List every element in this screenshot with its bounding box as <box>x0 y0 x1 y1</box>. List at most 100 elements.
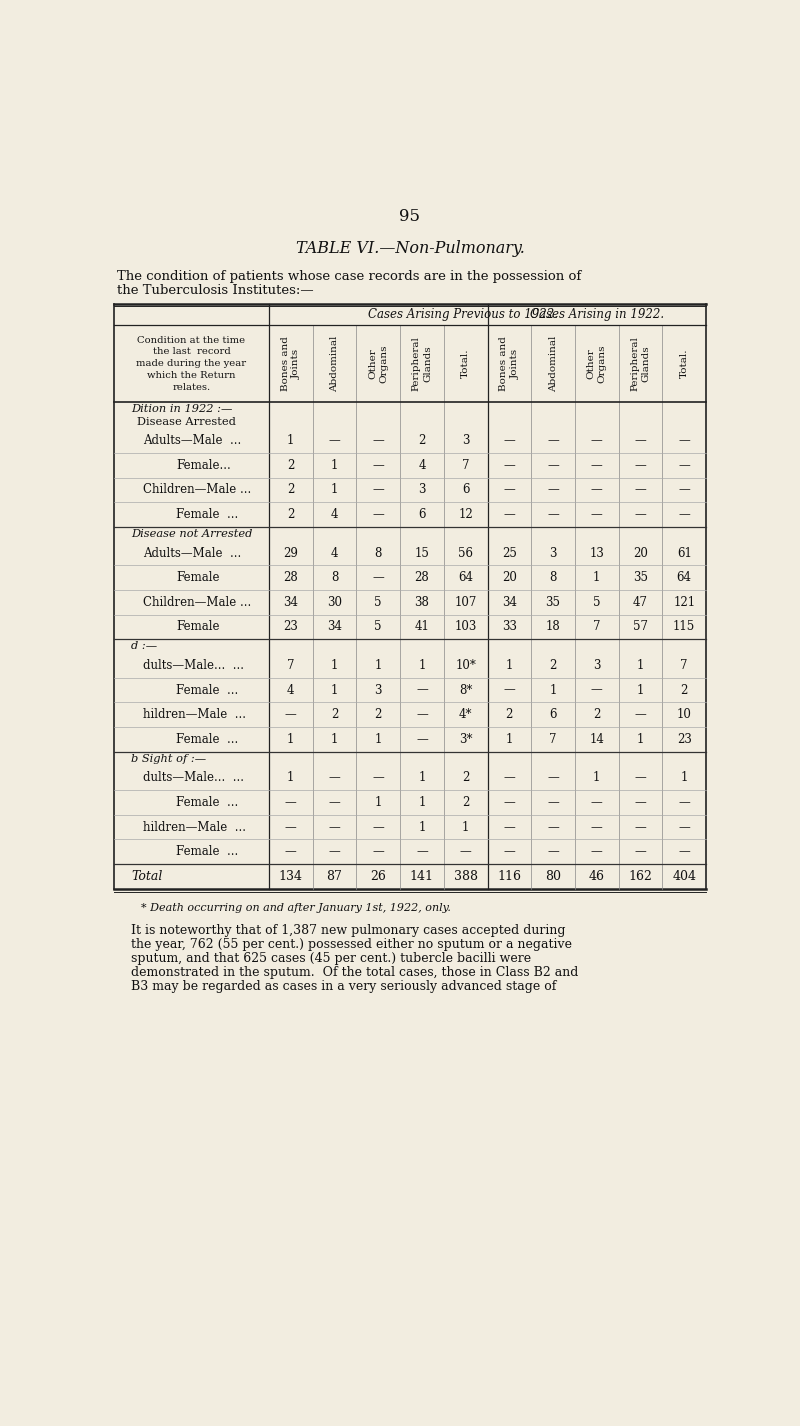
Text: 1: 1 <box>287 434 294 448</box>
Text: 23: 23 <box>283 620 298 633</box>
Text: 1: 1 <box>593 572 601 585</box>
Text: 1: 1 <box>331 659 338 672</box>
Text: 47: 47 <box>633 596 648 609</box>
Text: —: — <box>678 459 690 472</box>
Text: —: — <box>634 846 646 858</box>
Text: 12: 12 <box>458 508 473 520</box>
Text: 41: 41 <box>414 620 430 633</box>
Text: Female  ...: Female ... <box>176 733 238 746</box>
Text: hildren—Male  ...: hildren—Male ... <box>143 820 246 834</box>
Text: —: — <box>547 771 559 784</box>
Text: —: — <box>372 434 384 448</box>
Text: 29: 29 <box>283 546 298 559</box>
Text: Total.: Total. <box>680 349 689 378</box>
Text: —: — <box>503 683 515 696</box>
Text: —: — <box>285 796 297 809</box>
Text: —: — <box>503 459 515 472</box>
Text: 28: 28 <box>414 572 430 585</box>
Text: Female  ...: Female ... <box>176 796 238 809</box>
Text: —: — <box>634 820 646 834</box>
Text: 7: 7 <box>593 620 601 633</box>
Text: 95: 95 <box>399 208 421 225</box>
Text: 2: 2 <box>681 683 688 696</box>
Text: —: — <box>678 508 690 520</box>
Text: 1: 1 <box>374 796 382 809</box>
Text: —: — <box>591 820 602 834</box>
Text: the year, 762 (55 per cent.) possessed either no sputum or a negative: the year, 762 (55 per cent.) possessed e… <box>131 938 572 951</box>
Text: 2: 2 <box>287 508 294 520</box>
Text: 5: 5 <box>374 596 382 609</box>
Text: 2: 2 <box>506 709 513 722</box>
Text: sputum, and that 625 cases (45 per cent.) tubercle bacilli were: sputum, and that 625 cases (45 per cent.… <box>131 953 531 965</box>
Text: 1: 1 <box>331 733 338 746</box>
Text: 34: 34 <box>502 596 517 609</box>
Text: * Death occurring on and after January 1st, 1922, only.: * Death occurring on and after January 1… <box>141 903 451 913</box>
Text: 4: 4 <box>287 683 294 696</box>
Text: —: — <box>372 771 384 784</box>
Text: —: — <box>634 459 646 472</box>
Text: —: — <box>591 434 602 448</box>
Text: —: — <box>547 434 559 448</box>
Text: 46: 46 <box>589 870 605 883</box>
Text: —: — <box>329 820 340 834</box>
Text: 4: 4 <box>330 546 338 559</box>
Text: 7: 7 <box>550 733 557 746</box>
Text: b Sight of :—: b Sight of :— <box>131 753 206 764</box>
Text: 1: 1 <box>637 659 644 672</box>
Text: —: — <box>634 796 646 809</box>
Text: Children—Male ...: Children—Male ... <box>143 483 252 496</box>
Text: 3: 3 <box>550 546 557 559</box>
Text: —: — <box>634 483 646 496</box>
Text: —: — <box>678 846 690 858</box>
Text: —: — <box>329 434 340 448</box>
Text: 134: 134 <box>279 870 303 883</box>
Text: 8*: 8* <box>459 683 472 696</box>
Text: 1: 1 <box>506 733 513 746</box>
Text: 3: 3 <box>418 483 426 496</box>
Text: dults—Male...  ...: dults—Male... ... <box>143 659 245 672</box>
Text: Abdominal: Abdominal <box>330 335 339 392</box>
Text: Total: Total <box>131 870 162 883</box>
Text: —: — <box>634 709 646 722</box>
Text: B3 may be regarded as cases in a very seriously advanced stage of: B3 may be regarded as cases in a very se… <box>131 980 556 992</box>
Text: 28: 28 <box>283 572 298 585</box>
Text: —: — <box>547 820 559 834</box>
Text: 4*: 4* <box>459 709 472 722</box>
Text: —: — <box>678 483 690 496</box>
Text: 1: 1 <box>374 733 382 746</box>
Text: 1: 1 <box>418 659 426 672</box>
Text: Disease not Arrested: Disease not Arrested <box>131 529 252 539</box>
Text: 3: 3 <box>593 659 601 672</box>
Text: —: — <box>285 846 297 858</box>
Text: —: — <box>547 508 559 520</box>
Text: 15: 15 <box>414 546 430 559</box>
Text: demonstrated in the sputum.  Of the total cases, those in Class B2 and: demonstrated in the sputum. Of the total… <box>131 965 578 978</box>
Text: 35: 35 <box>633 572 648 585</box>
Text: 57: 57 <box>633 620 648 633</box>
Text: 2: 2 <box>418 434 426 448</box>
Text: d :—: d :— <box>131 642 157 652</box>
Text: —: — <box>503 846 515 858</box>
Text: 1: 1 <box>681 771 688 784</box>
Text: 6: 6 <box>418 508 426 520</box>
Text: 10: 10 <box>677 709 692 722</box>
Text: —: — <box>503 434 515 448</box>
Text: 388: 388 <box>454 870 478 883</box>
Text: Condition at the time
the last  record
made during the year
which the Return
rel: Condition at the time the last record ma… <box>136 335 246 392</box>
Text: 1: 1 <box>418 796 426 809</box>
Text: 1: 1 <box>418 820 426 834</box>
Text: —: — <box>591 683 602 696</box>
Text: —: — <box>591 846 602 858</box>
Text: 3: 3 <box>374 683 382 696</box>
Text: dults—Male...  ...: dults—Male... ... <box>143 771 245 784</box>
Text: 1: 1 <box>331 483 338 496</box>
Text: 2: 2 <box>550 659 557 672</box>
Text: 30: 30 <box>327 596 342 609</box>
Text: —: — <box>547 846 559 858</box>
Text: —: — <box>416 846 428 858</box>
Text: 1: 1 <box>637 733 644 746</box>
Text: 121: 121 <box>673 596 695 609</box>
Text: 7: 7 <box>681 659 688 672</box>
Text: 10*: 10* <box>455 659 476 672</box>
Text: —: — <box>416 683 428 696</box>
